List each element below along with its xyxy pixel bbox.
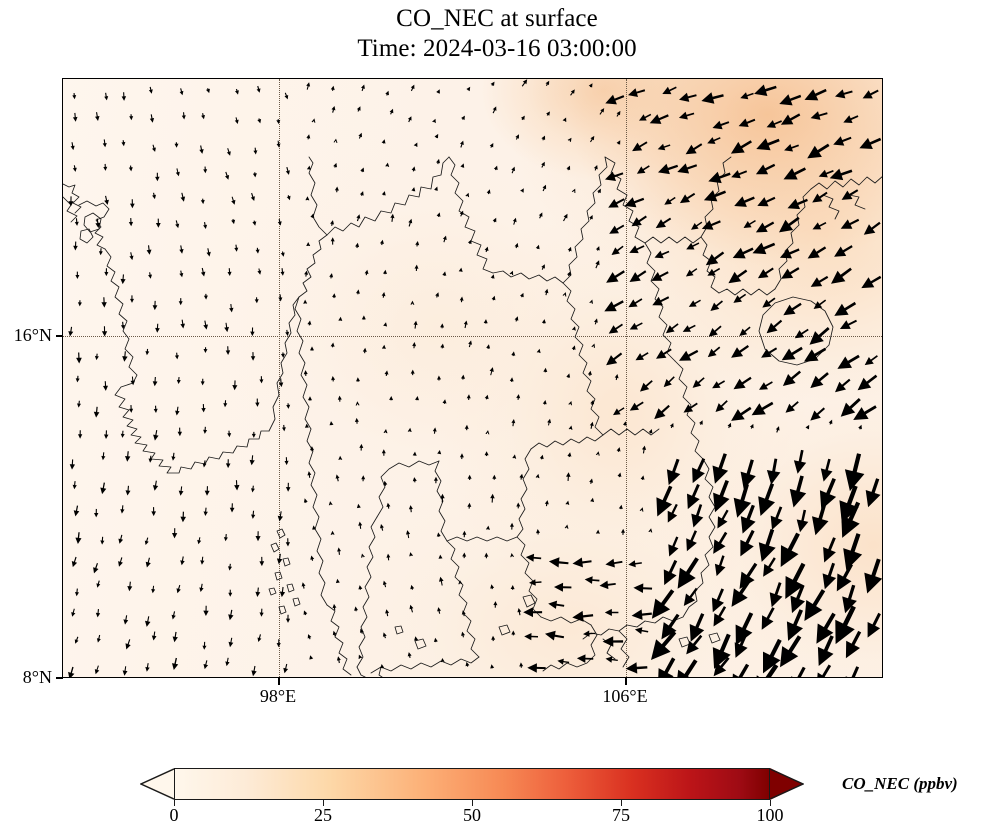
title-line-variable: CO_NEC at surface	[396, 5, 598, 32]
colorbar-ticklabel-50: 50	[463, 805, 481, 825]
figure-title: CO_NEC at surface Time: 2024-03-16 03:00…	[0, 4, 994, 63]
colorbar-axis-label: CO_NEC (ppbv)	[842, 774, 958, 793]
colorbar-tick-25	[323, 800, 324, 806]
colorbar-extend-min-arrow	[140, 768, 174, 800]
colorbar-tick-100	[770, 800, 771, 806]
colorbar-tick-75	[621, 800, 622, 806]
coastline-overlay	[63, 156, 882, 677]
xtick-label-98e: 98°E	[259, 686, 297, 706]
title-line-time: Time: 2024-03-16 03:00:00	[357, 34, 637, 62]
ytick-mark-16n	[56, 335, 63, 337]
colorbar[interactable]: 0 25 50 75 100 CO_NEC (ppbv)	[0, 760, 994, 836]
colorbar-gradient-bar[interactable]	[174, 768, 770, 800]
xtick-mark-98e	[278, 678, 280, 685]
ytick-label-8n: 8°N	[22, 667, 52, 687]
colorbar-ticklabel-0: 0	[169, 805, 179, 825]
colorbar-tick-0	[174, 800, 175, 806]
map-axes[interactable]	[62, 78, 883, 678]
colorbar-extend-max-arrow	[770, 768, 804, 800]
colorbar-ticklabel-75: 75	[612, 805, 630, 825]
ytick-mark-8n	[56, 677, 63, 679]
colorbar-tick-50	[472, 800, 473, 806]
colorbar-ticklabel-100: 100	[756, 805, 784, 825]
xtick-label-106e: 106°E	[602, 686, 648, 706]
wind-vector-overlay	[68, 79, 882, 677]
ytick-label-16n: 16°N	[13, 325, 52, 345]
xtick-mark-106e	[625, 678, 627, 685]
colorbar-ticklabel-25: 25	[314, 805, 332, 825]
